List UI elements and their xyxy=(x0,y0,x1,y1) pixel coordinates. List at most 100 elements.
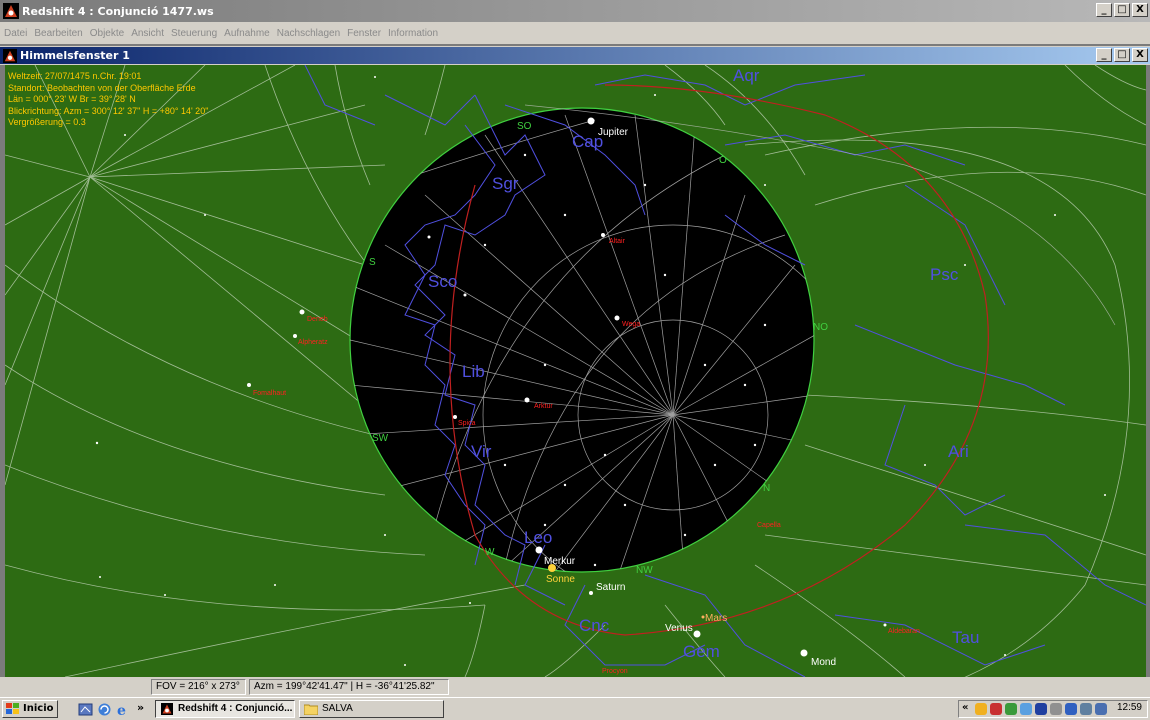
planet-venus[interactable] xyxy=(693,630,701,638)
constellation-labels: Aqr Cap Sgr Sco Lib Vir Leo Cnc Gem Psc … xyxy=(428,66,979,661)
menu-ansicht[interactable]: Ansicht xyxy=(131,27,164,39)
minimize-button[interactable]: _ xyxy=(1096,3,1112,17)
label-mond: Mond xyxy=(811,657,836,668)
star-label-alpheratz: Alpheratz xyxy=(298,339,328,346)
sky-disc[interactable] xyxy=(349,107,815,573)
shield-icon[interactable] xyxy=(975,703,987,715)
star-label-procyon: Procyon xyxy=(602,668,628,675)
network-connection-icon[interactable] xyxy=(1020,703,1032,715)
compass-labels: SO S SW W NW N NO O xyxy=(369,121,828,576)
menu-information[interactable]: Information xyxy=(388,27,439,39)
menu-steuerung[interactable]: Steuerung xyxy=(171,27,218,39)
planet-mond[interactable] xyxy=(800,649,808,657)
label-venus: Venus xyxy=(665,623,693,634)
sky-disc-stars xyxy=(427,153,767,567)
compass-n: N xyxy=(763,483,770,494)
quicklaunch-chevron[interactable]: » xyxy=(137,701,145,714)
constellation-sgr: Sgr xyxy=(492,174,519,193)
constellation-lib: Lib xyxy=(462,362,485,381)
menu-objekte[interactable]: Objekte xyxy=(89,27,125,39)
star-label-arktur: Arktur xyxy=(534,403,553,410)
sky-view[interactable]: Altair Wega Arktur Spica Deneb Alpheratz… xyxy=(5,65,1146,677)
antivirus-icon[interactable] xyxy=(1035,703,1047,715)
child-maximize-button[interactable]: □ xyxy=(1114,48,1130,62)
refresh-icon[interactable] xyxy=(97,702,112,717)
internet-explorer-icon[interactable]: e xyxy=(116,702,131,717)
system-tray: « 12:59 xyxy=(958,700,1148,718)
taskbar: Inicio e » Redshift 4 : Conjunció... SAL… xyxy=(0,697,1150,720)
star-label-wega: Wega xyxy=(622,321,640,328)
star-labels: Altair Wega Arktur Spica Deneb Alpheratz… xyxy=(253,238,920,675)
task-salva-label: SALVA xyxy=(322,703,353,714)
star-label-deneb: Deneb xyxy=(307,316,328,323)
close-button[interactable]: X xyxy=(1132,3,1148,17)
compass-sw: SW xyxy=(372,433,389,444)
star-label-fomalhaut: Fomalhaut xyxy=(253,390,286,397)
background-stars xyxy=(95,76,1106,666)
menu-nachschlagen[interactable]: Nachschlagen xyxy=(276,27,341,39)
start-button[interactable]: Inicio xyxy=(2,700,58,718)
constellation-psc: Psc xyxy=(930,265,959,284)
app-title: Redshift 4 : Conjunció 1477.ws xyxy=(22,4,214,18)
planet-labels: Jupiter Merkur Sonne Saturn Venus Mars M… xyxy=(544,127,836,668)
constellation-tau: Tau xyxy=(952,628,979,647)
maximize-button[interactable]: □ xyxy=(1114,3,1130,17)
child-window-title: Himmelsfenster 1 xyxy=(20,49,130,62)
redshift-task-icon xyxy=(161,703,173,715)
planet-sonne[interactable] xyxy=(548,564,556,572)
planet-saturn[interactable] xyxy=(589,591,593,595)
constellation-sco: Sco xyxy=(428,272,457,291)
constellation-ari: Ari xyxy=(948,442,969,461)
info-coordinates: Län = 000° 23' W Br = 39° 28' N xyxy=(8,94,136,104)
display-icon[interactable] xyxy=(1095,703,1107,715)
compass-s: S xyxy=(369,257,376,268)
menu-bearbeiten[interactable]: Bearbeiten xyxy=(34,27,83,39)
compass-w: W xyxy=(485,547,495,558)
security-icon[interactable] xyxy=(1065,703,1077,715)
network-warning-icon[interactable] xyxy=(990,703,1002,715)
equator-arc xyxy=(524,104,1116,326)
label-mars: Mars xyxy=(705,613,727,624)
constellation-lines xyxy=(304,65,1146,677)
sky-window-icon xyxy=(3,48,17,63)
tray-chevron[interactable]: « xyxy=(962,702,969,713)
usb-icon[interactable] xyxy=(1050,703,1062,715)
child-window-title-bar[interactable]: Himmelsfenster 1 _ □ X xyxy=(0,46,1150,65)
status-fov: FOV = 216° x 273° xyxy=(151,679,246,695)
menu-datei[interactable]: Datei xyxy=(4,27,28,39)
compass-so: SO xyxy=(517,121,532,132)
ground-grid xyxy=(5,65,1146,677)
menu-bar: Datei Bearbeiten Objekte Ansicht Steueru… xyxy=(0,22,1150,44)
menu-aufnahme[interactable]: Aufnahme xyxy=(224,27,270,39)
label-saturn: Saturn xyxy=(596,582,625,593)
wireless-icon[interactable] xyxy=(1080,703,1092,715)
sky-info-overlay: Weltzeit: 27/07/1475 n.Chr. 19:01 Stando… xyxy=(8,71,208,129)
network-icon[interactable] xyxy=(1005,703,1017,715)
child-close-button[interactable]: X xyxy=(1132,48,1148,62)
planet-merkur[interactable] xyxy=(535,546,543,554)
svg-text:e: e xyxy=(117,703,126,717)
constellation-vir: Vir xyxy=(471,442,492,461)
task-salva[interactable]: SALVA xyxy=(299,700,444,718)
info-weltzeit: Weltzeit: 27/07/1475 n.Chr. 19:01 xyxy=(8,71,142,81)
sky-grid xyxy=(350,114,814,572)
tray-clock[interactable]: 12:59 xyxy=(1116,702,1142,713)
star-label-spica: Spica xyxy=(458,420,476,427)
child-minimize-button[interactable]: _ xyxy=(1096,48,1112,62)
constellation-cnc: Cnc xyxy=(579,616,610,635)
task-redshift-label: Redshift 4 : Conjunció... xyxy=(178,703,293,714)
compass-no: NO xyxy=(813,322,828,333)
menu-fenster[interactable]: Fenster xyxy=(347,27,382,39)
app-title-bar[interactable]: Redshift 4 : Conjunció 1477.ws _ □ X xyxy=(0,0,1150,22)
planet-mars[interactable] xyxy=(701,615,705,619)
label-jupiter: Jupiter xyxy=(598,127,629,138)
ecliptic-line xyxy=(449,84,989,636)
info-standort: Standort: Beobachten von der Oberfläche … xyxy=(8,82,196,93)
constellation-gem: Gem xyxy=(683,642,720,661)
planets xyxy=(535,117,808,657)
task-redshift[interactable]: Redshift 4 : Conjunció... xyxy=(155,700,295,718)
show-desktop-icon[interactable] xyxy=(78,702,93,717)
planet-jupiter[interactable] xyxy=(587,117,595,125)
sky-chart[interactable]: Altair Wega Arktur Spica Deneb Alpheratz… xyxy=(5,65,1146,677)
windows-flag-icon xyxy=(6,703,19,714)
